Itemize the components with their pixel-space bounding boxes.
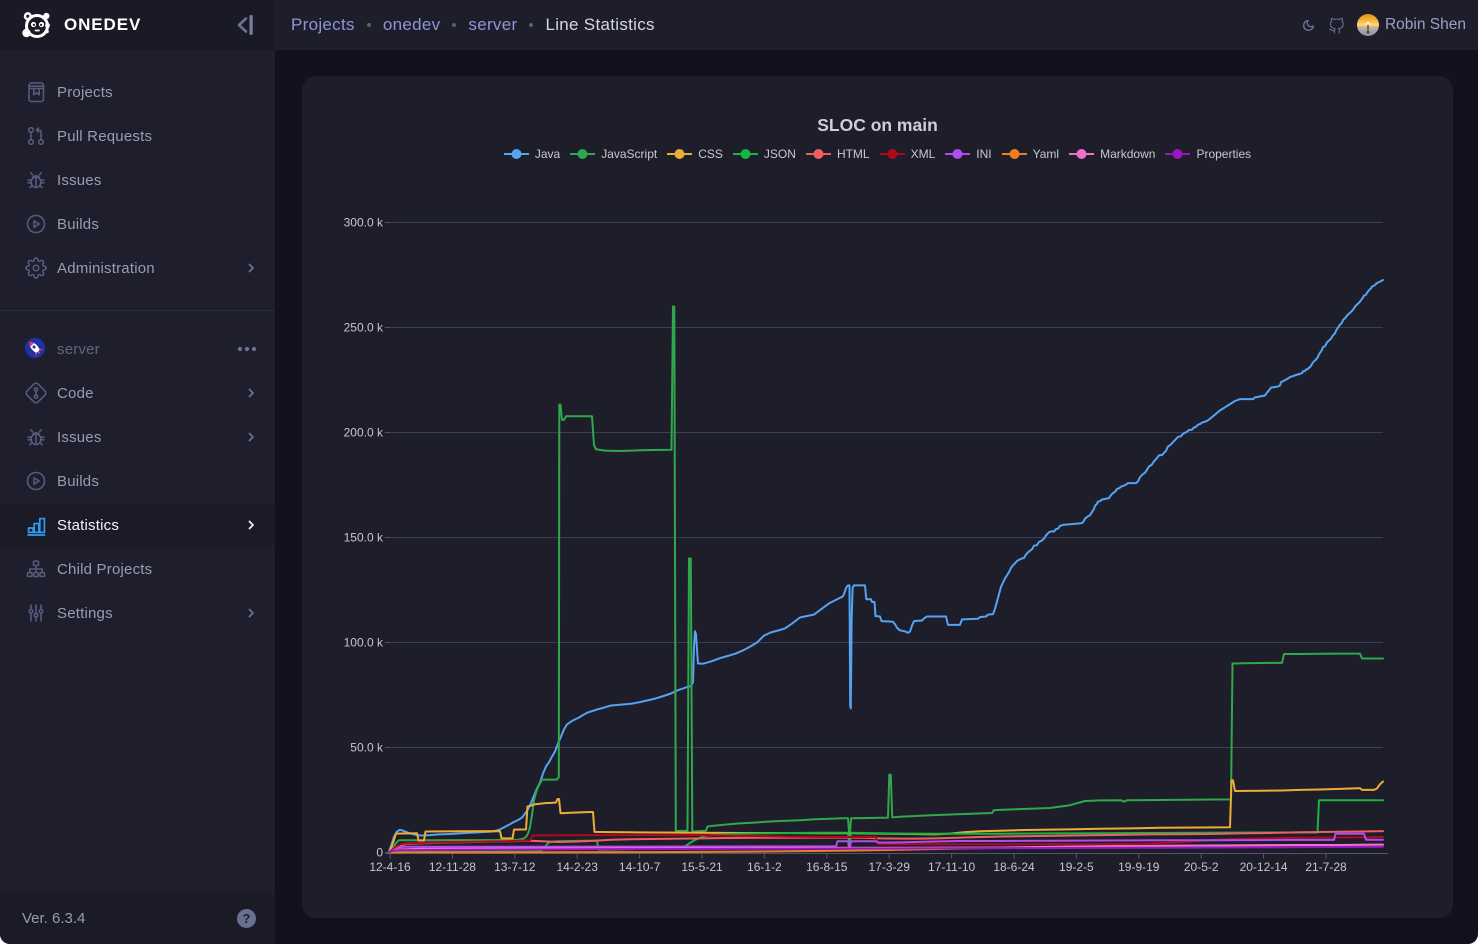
svg-text:?: ?	[243, 912, 251, 926]
svg-text:17-11-10: 17-11-10	[928, 860, 975, 874]
svg-text:20-5-2: 20-5-2	[1184, 860, 1219, 874]
svg-text:100.0 k: 100.0 k	[344, 636, 384, 650]
svg-text:12-11-28: 12-11-28	[429, 860, 476, 874]
svg-text:20-12-14: 20-12-14	[1240, 860, 1288, 874]
svg-text:12-4-16: 12-4-16	[369, 860, 411, 874]
svg-text:14-2-23: 14-2-23	[557, 860, 599, 874]
svg-text:200.0 k: 200.0 k	[344, 426, 384, 440]
svg-text:16-8-15: 16-8-15	[806, 860, 848, 874]
svg-text:13-7-12: 13-7-12	[494, 860, 536, 874]
svg-text:300.0 k: 300.0 k	[344, 216, 384, 230]
svg-text:17-3-29: 17-3-29	[869, 860, 911, 874]
svg-text:21-7-28: 21-7-28	[1305, 860, 1347, 874]
svg-text:14-10-7: 14-10-7	[619, 860, 661, 874]
svg-text:16-1-2: 16-1-2	[747, 860, 782, 874]
svg-text:250.0 k: 250.0 k	[344, 321, 384, 335]
svg-text:18-6-24: 18-6-24	[993, 860, 1035, 874]
svg-text:19-9-19: 19-9-19	[1118, 860, 1160, 874]
svg-text:50.0 k: 50.0 k	[350, 741, 384, 755]
svg-text:15-5-21: 15-5-21	[681, 860, 723, 874]
svg-text:0: 0	[376, 846, 383, 860]
svg-text:19-2-5: 19-2-5	[1059, 860, 1094, 874]
svg-text:150.0 k: 150.0 k	[344, 531, 384, 545]
